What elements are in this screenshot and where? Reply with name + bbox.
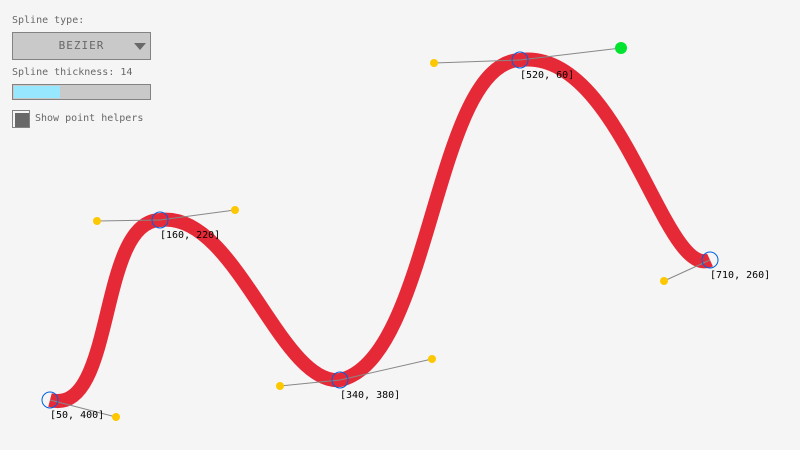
selected-control-point[interactable]	[615, 42, 627, 54]
point-coordinate-label: [50, 400]	[50, 410, 104, 421]
spline-point[interactable]	[41, 391, 59, 409]
helper-line	[663, 259, 711, 282]
thickness-slider[interactable]	[12, 84, 151, 100]
thickness-label: Spline thickness: 14	[12, 67, 133, 78]
control-point[interactable]	[93, 217, 101, 225]
helper-line	[96, 219, 161, 222]
show-helpers-label: Show point helpers	[35, 113, 144, 124]
show-helpers-checkbox[interactable]	[12, 110, 30, 128]
thickness-slider-fill	[14, 86, 60, 98]
spline-type-label: Spline type:	[12, 15, 85, 26]
spline-point[interactable]	[701, 251, 719, 269]
spline-curve	[48, 52, 713, 408]
control-point[interactable]	[231, 206, 239, 214]
point-coordinate-label: [520, 60]	[520, 70, 574, 81]
spline-point[interactable]	[331, 371, 349, 389]
helper-line	[49, 399, 117, 418]
helper-line	[339, 358, 433, 381]
control-point[interactable]	[660, 277, 668, 285]
control-point[interactable]	[276, 382, 284, 390]
spline-type-value: BEZIER	[58, 39, 105, 52]
control-point[interactable]	[428, 355, 436, 363]
control-point[interactable]	[430, 59, 438, 67]
helper-line	[519, 47, 622, 61]
control-point[interactable]	[112, 413, 120, 421]
spline-type-dropdown[interactable]: BEZIER	[12, 32, 151, 60]
point-coordinate-label: [160, 220]	[160, 230, 220, 241]
spline-point[interactable]	[151, 211, 169, 229]
point-coordinate-label: [710, 260]	[710, 270, 770, 281]
checkbox-check	[15, 113, 29, 127]
helper-line	[433, 59, 521, 64]
chevron-down-icon	[134, 43, 146, 50]
helper-line	[159, 209, 236, 221]
helper-line	[279, 379, 341, 387]
point-coordinate-label: [340, 380]	[340, 390, 400, 401]
spline-point[interactable]	[511, 51, 529, 69]
